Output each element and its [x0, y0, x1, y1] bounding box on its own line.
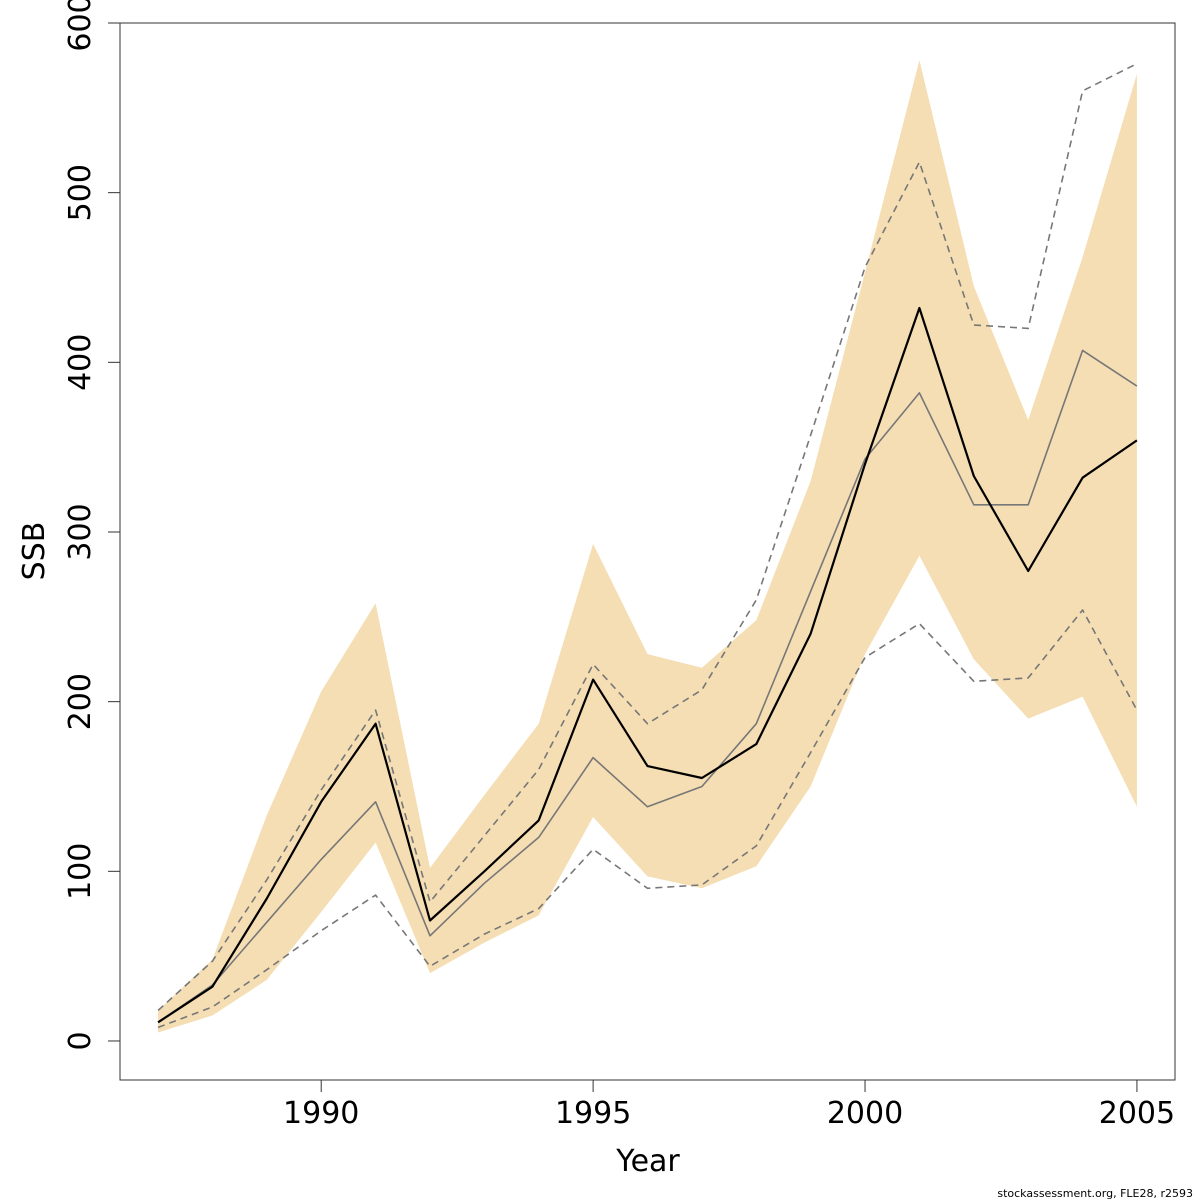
x-axis-title: Year — [615, 1144, 680, 1179]
footer-credit: stockassessment.org, FLE28, r2593 — [997, 1187, 1193, 1200]
series-line-3 — [157, 62, 1138, 1011]
y-tick-label: 500 — [63, 164, 98, 221]
y-tick-label: 200 — [63, 673, 98, 730]
x-tick-label: 2000 — [827, 1096, 903, 1131]
series-line-1 — [157, 306, 1138, 1024]
confidence-band — [158, 60, 1137, 1033]
confidence-band-area — [158, 60, 1137, 1033]
series-lines — [157, 62, 1138, 1029]
y-axis-title: SSB — [17, 522, 52, 581]
y-tick-label: 600 — [63, 0, 98, 52]
x-tick-label: 1995 — [555, 1096, 631, 1131]
y-tick-label: 300 — [63, 503, 98, 560]
series-line-2 — [157, 349, 1138, 1023]
x-tick-label: 1990 — [283, 1096, 359, 1131]
y-tick-label: 400 — [63, 334, 98, 391]
x-tick-label: 2005 — [1099, 1096, 1175, 1131]
series-line-4 — [157, 609, 1138, 1029]
y-tick-label: 0 — [63, 1031, 98, 1050]
y-tick-label: 100 — [63, 843, 98, 900]
x-axis: 1990 1995 2000 2005 — [283, 1079, 1175, 1131]
y-axis: 0 100 200 300 400 500 600 — [63, 0, 121, 1051]
